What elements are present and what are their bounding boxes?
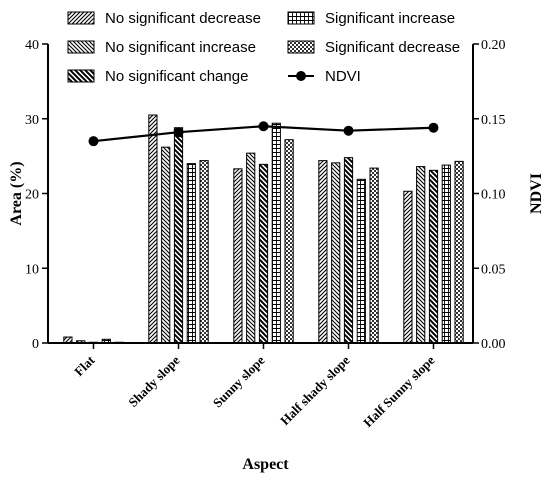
bar [161,146,171,344]
y2-axis-title: NDVI [528,173,545,214]
ndvi-line-group [88,121,439,147]
bar [343,157,354,344]
bar [331,162,341,344]
legend-swatch [287,11,315,25]
bar [148,114,158,344]
bar [246,152,256,344]
x-axis-title: Aspect [242,456,289,473]
legend-swatch [287,40,315,54]
bar [186,163,196,344]
legend-swatch [67,40,95,54]
y-tick-label: 30 [25,113,39,128]
bar [428,169,439,344]
legend-label: No significant change [105,68,248,85]
ndvi-point [343,125,354,136]
y2-tick-label: 0.00 [481,337,506,352]
y2-tick-label: 0.10 [481,188,506,203]
x-tick-label: Half Sunny slope [360,352,438,430]
bar [284,139,294,344]
ndvi-point [88,136,99,147]
bar [441,164,451,344]
y-axis-title: Area (%) [8,161,25,225]
bar [199,160,209,344]
legend-label: Significant increase [325,10,455,27]
ndvi-point [258,121,269,132]
x-tick-label: Flat [71,352,98,379]
y-tick-label: 20 [25,188,39,203]
bar [233,168,243,344]
bar [271,122,281,344]
legend-label: Significant decrease [325,39,460,56]
bar [369,167,379,344]
legend-ndvi-marker [296,71,306,81]
bar [403,190,413,344]
legend: No significant decrease No significant in… [67,10,460,85]
bar [416,166,426,344]
x-tick-label: Half shady slope [277,352,353,428]
bar [173,127,184,344]
legend-label: No significant increase [105,39,256,56]
y2-tick-label: 0.15 [481,113,506,128]
bar [356,178,366,344]
x-tick-label: Sunny slope [210,352,268,410]
y-tick-label: 0 [32,337,39,352]
legend-swatch [67,11,95,25]
legend-swatch [67,69,95,83]
bar [318,160,328,344]
y-tick-label: 40 [25,38,39,53]
bars [63,114,464,344]
legend-label: NDVI [325,68,361,85]
x-tick-label: Shady slope [125,352,183,410]
bar [258,163,269,344]
legend-label: No significant decrease [105,10,261,27]
ndvi-point [173,127,184,138]
ndvi-point [428,122,439,133]
bar [454,160,464,344]
y2-tick-label: 0.20 [481,38,506,53]
y2-tick-label: 0.05 [481,262,506,277]
y-tick-label: 10 [25,262,39,277]
